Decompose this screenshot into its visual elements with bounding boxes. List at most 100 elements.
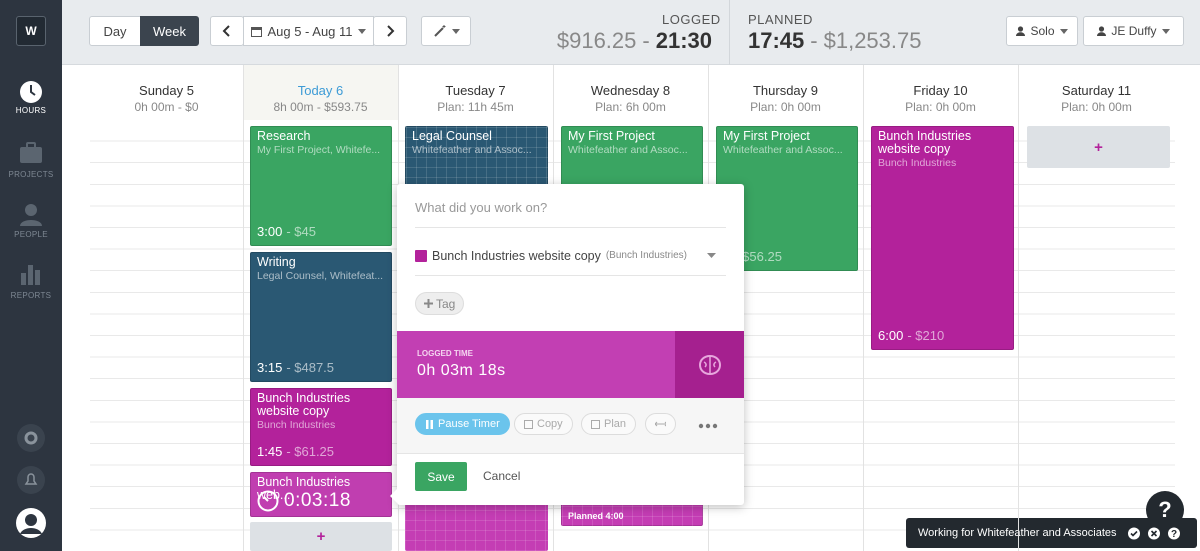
cancel-button[interactable]: Cancel: [483, 469, 521, 483]
project-select[interactable]: Bunch Industries website copy (Bunch Indu…: [415, 236, 726, 276]
entry-time: 3:15: [257, 360, 283, 375]
planned-amount: $1,253.75: [823, 28, 922, 53]
nav-label[interactable]: HOURS: [15, 106, 47, 115]
status-bar: ? Working for Whitefeather and Associate…: [906, 518, 1197, 548]
reports-icon: [21, 265, 40, 285]
action-text: Copy: [537, 418, 563, 430]
logged-time: 21:30: [655, 28, 712, 53]
entry-footer: 3:15- $487.5: [257, 360, 334, 375]
entry-title: Legal Counsel: [412, 129, 492, 143]
popup-arrow: [390, 489, 397, 503]
entry-title: My First Project: [723, 129, 810, 143]
day-summary: Plan: 0h 00m: [750, 100, 821, 114]
entry-title: Writing: [257, 255, 296, 269]
entry-subtitle: Bunch Industries: [878, 157, 957, 169]
planned-label: PLANNED: [748, 12, 813, 27]
entry-subtitle: Whitefeather and Assoc...: [568, 144, 688, 156]
entry-subtitle: My First Project, Whitefe...: [257, 144, 381, 156]
entry-footer: 1:45- $61.25: [257, 444, 334, 459]
nav-label[interactable]: REPORTS: [10, 291, 52, 300]
day-header: Saturday 11 Plan: 0h 00m: [1018, 83, 1175, 114]
entry-time: 6:00: [878, 328, 904, 343]
entry[interactable]: Legal Counsel Whitefeather and Assoc...: [405, 126, 548, 196]
entry-footer: 3:00- $45: [257, 224, 316, 239]
tag-button[interactable]: Tag: [415, 292, 465, 315]
action-button[interactable]: Copy: [514, 413, 573, 435]
status-text: Working for Whitefeather and Associates: [918, 527, 1117, 539]
day-name: Today 6: [297, 83, 344, 98]
entry-popup: What did you work on? Bunch Industries we…: [397, 184, 744, 505]
save-button[interactable]: Save: [415, 462, 467, 491]
date-range-text: Aug 5 - Aug 11: [267, 23, 353, 39]
nav-arrow[interactable]: [373, 16, 407, 46]
entry-subtitle: Bunch Industries: [257, 419, 336, 431]
day-header: Today 6 8h 00m - $593.75: [243, 83, 398, 114]
planned-block: [405, 500, 548, 551]
action-text: Pause Timer: [438, 418, 500, 430]
project-name: Bunch Industries website copy: [432, 248, 601, 263]
settings-button[interactable]: [16, 423, 46, 453]
add-entry[interactable]: +: [250, 522, 392, 551]
logged-sep: -: [642, 28, 650, 53]
nav-label[interactable]: PEOPLE: [14, 230, 48, 239]
nav-arrow[interactable]: [210, 16, 244, 46]
avatar[interactable]: [15, 507, 47, 539]
day-name: Wednesday 8: [590, 83, 671, 98]
more-button[interactable]: [698, 418, 718, 436]
people-icon: [20, 204, 42, 226]
projects-icon: [20, 142, 42, 163]
description-input[interactable]: What did you work on?: [415, 200, 726, 228]
day-summary: Plan: 0h 00m: [905, 100, 976, 114]
action-button[interactable]: Plan: [581, 413, 637, 435]
day-summary: Plan: 11h 45m: [437, 100, 514, 114]
entry-time: 1:45: [257, 444, 283, 459]
entry[interactable]: Writing Legal Counsel, Whitefeat... 3:15- …: [250, 252, 392, 382]
entry-timer: 0:03:18: [284, 490, 351, 511]
column-divider: [863, 65, 864, 551]
notifications-button[interactable]: [16, 465, 46, 495]
day-summary: 8h 00m - $593.75: [273, 100, 368, 114]
entry-title: Bunch Industries website copy: [257, 391, 351, 418]
day-name: Saturday 11: [1061, 83, 1132, 98]
column-divider: [243, 65, 244, 551]
help-text[interactable]: ?: [1158, 497, 1172, 522]
column-divider: [1018, 65, 1019, 551]
planned-value: 17:45- $1,253.75: [748, 28, 921, 54]
sidebar: W HOURS PROJECTS PEOPLE REPORTS: [0, 0, 62, 551]
status-icons: ?: [1128, 527, 1180, 540]
project-client: (Bunch Industries): [605, 250, 687, 261]
hours-icon: [20, 81, 42, 103]
day-name: Thursday 9: [752, 83, 819, 98]
view-day[interactable]: Day: [89, 16, 141, 46]
entry-title: Bunch Industries website copy: [878, 129, 972, 156]
action-button[interactable]: Pause Timer: [415, 413, 510, 435]
logged-time-value: 0h 03m 18s: [417, 362, 506, 379]
entry[interactable]: Bunch Industries website copy Bunch Indus…: [871, 126, 1014, 350]
user-select[interactable]: JE Duffy: [1083, 16, 1184, 46]
entry-footer: 6:00- $210: [878, 328, 944, 343]
entry[interactable]: Research My First Project, Whitefe... 3:00…: [250, 126, 392, 246]
swap-button[interactable]: [645, 413, 676, 435]
add-entry[interactable]: +: [1027, 126, 1170, 168]
day-summary: Plan: 0h 00m: [1061, 100, 1132, 114]
day-name: Sunday 5: [139, 83, 194, 98]
entry-time: 3:00: [257, 224, 283, 239]
nav-label[interactable]: PROJECTS: [8, 170, 54, 179]
view-week[interactable]: Week: [140, 16, 199, 46]
tag-text: Tag: [436, 296, 456, 311]
logo[interactable]: W: [16, 16, 46, 46]
svg-text:?: ?: [1171, 529, 1177, 540]
entry[interactable]: Bunch Industries website copy Bunch Indus…: [250, 388, 392, 466]
magic-button[interactable]: [421, 16, 471, 46]
entry-subtitle: Whitefeather and Assoc...: [723, 144, 843, 156]
day-header: Wednesday 8 Plan: 6h 00m: [553, 83, 708, 114]
day-summary: 0h 00m - $0: [134, 100, 199, 114]
logged-label: LOGGED: [662, 12, 721, 27]
brain-button[interactable]: [675, 331, 744, 398]
entry-amount: - $61.25: [286, 444, 335, 459]
planned-time: 17:45: [748, 28, 805, 53]
entry[interactable]: Bunch Industries web... 0:03:18: [250, 472, 392, 517]
mode-select[interactable]: Solo: [1006, 16, 1078, 46]
entry-title: My First Project: [568, 129, 655, 143]
date-range[interactable]: Aug 5 - Aug 11: [243, 16, 374, 46]
